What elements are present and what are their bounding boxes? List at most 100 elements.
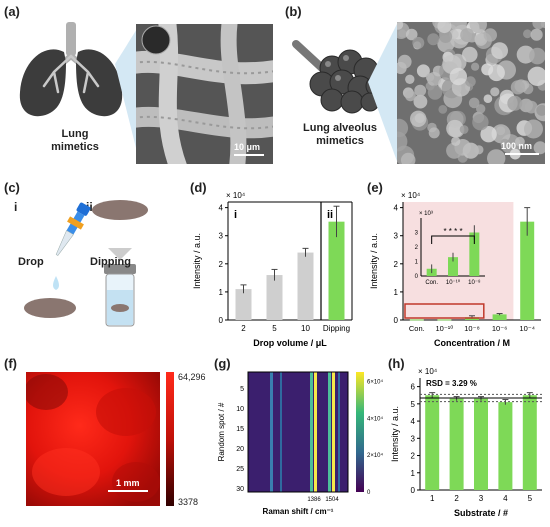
panel-f-label: (f) — [4, 356, 17, 371]
inset-y-tick-label: 3 — [415, 231, 419, 237]
x-tick-label: Con. — [409, 324, 425, 333]
bar — [235, 289, 252, 320]
sem-image-particles: 100 nm — [397, 22, 545, 164]
inset-y-tick-label: 0 — [415, 274, 419, 280]
sem-b-particle — [416, 64, 430, 78]
scale-bar-b — [505, 153, 539, 155]
colorbar-f-max: 64,296 — [178, 372, 206, 382]
x-axis-label: Raman shift / cm⁻¹ — [263, 507, 334, 516]
heatmap-band — [280, 372, 282, 492]
bar — [498, 402, 513, 490]
sem-b-particle — [507, 95, 523, 111]
bar — [409, 319, 424, 321]
panel-b-label: (b) — [285, 4, 302, 19]
sem-b-particle — [428, 127, 440, 139]
inset-multiplier: × 10³ — [419, 211, 433, 217]
inset-x-tick-label: 10⁻⁸ — [468, 279, 481, 286]
significance-stars: * * * * — [443, 227, 462, 236]
sem-b-particle — [460, 28, 475, 43]
sem-b-particle — [476, 104, 486, 114]
caption-lung-mimetics: Lung mimetics — [51, 128, 99, 153]
sem-b-particle — [469, 22, 487, 34]
y-multiplier: × 10⁴ — [401, 191, 421, 200]
bar — [522, 395, 537, 490]
bar — [328, 221, 345, 320]
x-tick-label: 3 — [479, 494, 484, 503]
sem-b-particle — [427, 33, 440, 46]
x-axis-label: Substrate / # — [454, 508, 508, 518]
x-tick-label: 2 — [454, 494, 459, 503]
y-axis-label: Intensity / a.u. — [369, 233, 379, 289]
y-tick-label: 20 — [236, 446, 244, 453]
rsd-label: RSD = 3.29 % — [426, 379, 477, 388]
sem-b-particle — [491, 42, 508, 59]
sem-b-particle — [413, 94, 428, 109]
y-multiplier: × 10⁴ — [418, 367, 438, 376]
y-tick-label: 2 — [394, 260, 399, 269]
step-i-label: i — [14, 200, 18, 214]
y-tick-label: 4 — [411, 417, 416, 426]
y-tick-label: 0 — [219, 316, 224, 325]
y-tick-label: 30 — [236, 486, 244, 493]
sem-b-particle — [465, 76, 476, 87]
x-tick-label: 10⁻⁴ — [519, 324, 535, 333]
sem-b-particle — [427, 85, 443, 100]
x-tick-label: 1386 — [307, 497, 321, 503]
y-tick-label: 10 — [236, 406, 244, 413]
sem-b-particle — [425, 73, 435, 82]
lungs-illustration — [19, 22, 123, 117]
scale-text-b: 100 nm — [501, 141, 533, 151]
sem-b-particle — [523, 29, 532, 39]
y-tick-label: 2 — [411, 452, 416, 461]
sem-b-particle — [483, 94, 493, 103]
x-tick-label: 5 — [272, 324, 277, 333]
sem-b-particle — [490, 87, 500, 97]
colorbar-tick-label: 6×10⁴ — [367, 379, 384, 386]
heatmap-bg — [248, 372, 348, 492]
sem-b-particle — [412, 36, 425, 49]
sem-b-particle — [480, 126, 497, 143]
bar — [520, 221, 535, 320]
y-tick-label: 3 — [394, 232, 399, 241]
sem-b-particle — [414, 84, 427, 97]
colorbar-tick-label: 2×10⁴ — [367, 452, 384, 459]
bar — [297, 252, 314, 320]
sem-image-fibers: 10 μm — [136, 24, 273, 164]
highlight-region — [403, 202, 514, 320]
bar — [425, 395, 440, 490]
sem-b-particle — [462, 46, 478, 63]
sem-b-particle — [496, 126, 506, 136]
y-tick-label: 5 — [240, 386, 244, 393]
panel-g-label: (g) — [214, 356, 231, 371]
panel-e-label: (e) — [367, 180, 383, 195]
region-label-ii: ii — [327, 209, 333, 221]
caption-alveolus-mimetics: Lung alveolus mimetics — [303, 122, 377, 147]
x-tick-label: 1504 — [325, 497, 339, 503]
colorbar-tick-label: 0 — [367, 490, 371, 496]
sem-b-particle — [474, 145, 484, 155]
zoom-box — [404, 303, 485, 319]
x-tick-label: 4 — [503, 494, 508, 503]
y-tick-label: 5 — [411, 400, 416, 409]
sem-b-particle — [487, 149, 506, 164]
sem-b-particle — [446, 119, 464, 138]
bar — [474, 398, 488, 490]
y-tick-label: 3 — [411, 434, 416, 443]
colorbar-g — [356, 372, 364, 492]
panel-a-label: (a) — [4, 4, 20, 19]
bar — [492, 314, 507, 320]
y-axis-label: Intensity / a.u. — [192, 233, 202, 289]
callout-wedge-a — [115, 24, 140, 164]
y-tick-label: 25 — [236, 466, 244, 473]
sem-b-particle — [533, 141, 545, 155]
x-tick-label: 2 — [241, 324, 246, 333]
y-multiplier: × 10⁴ — [226, 191, 246, 200]
y-tick-label: 2 — [219, 260, 224, 269]
y-tick-label: 0 — [411, 486, 416, 495]
sem-b-particle — [438, 105, 448, 114]
y-axis-label: Intensity / a.u. — [390, 406, 400, 462]
heatmap-band — [270, 372, 273, 492]
dipping-label: Dipping — [90, 256, 131, 268]
sem-b-particle — [468, 97, 480, 109]
x-tick-label: 10⁻⁸ — [464, 324, 479, 333]
